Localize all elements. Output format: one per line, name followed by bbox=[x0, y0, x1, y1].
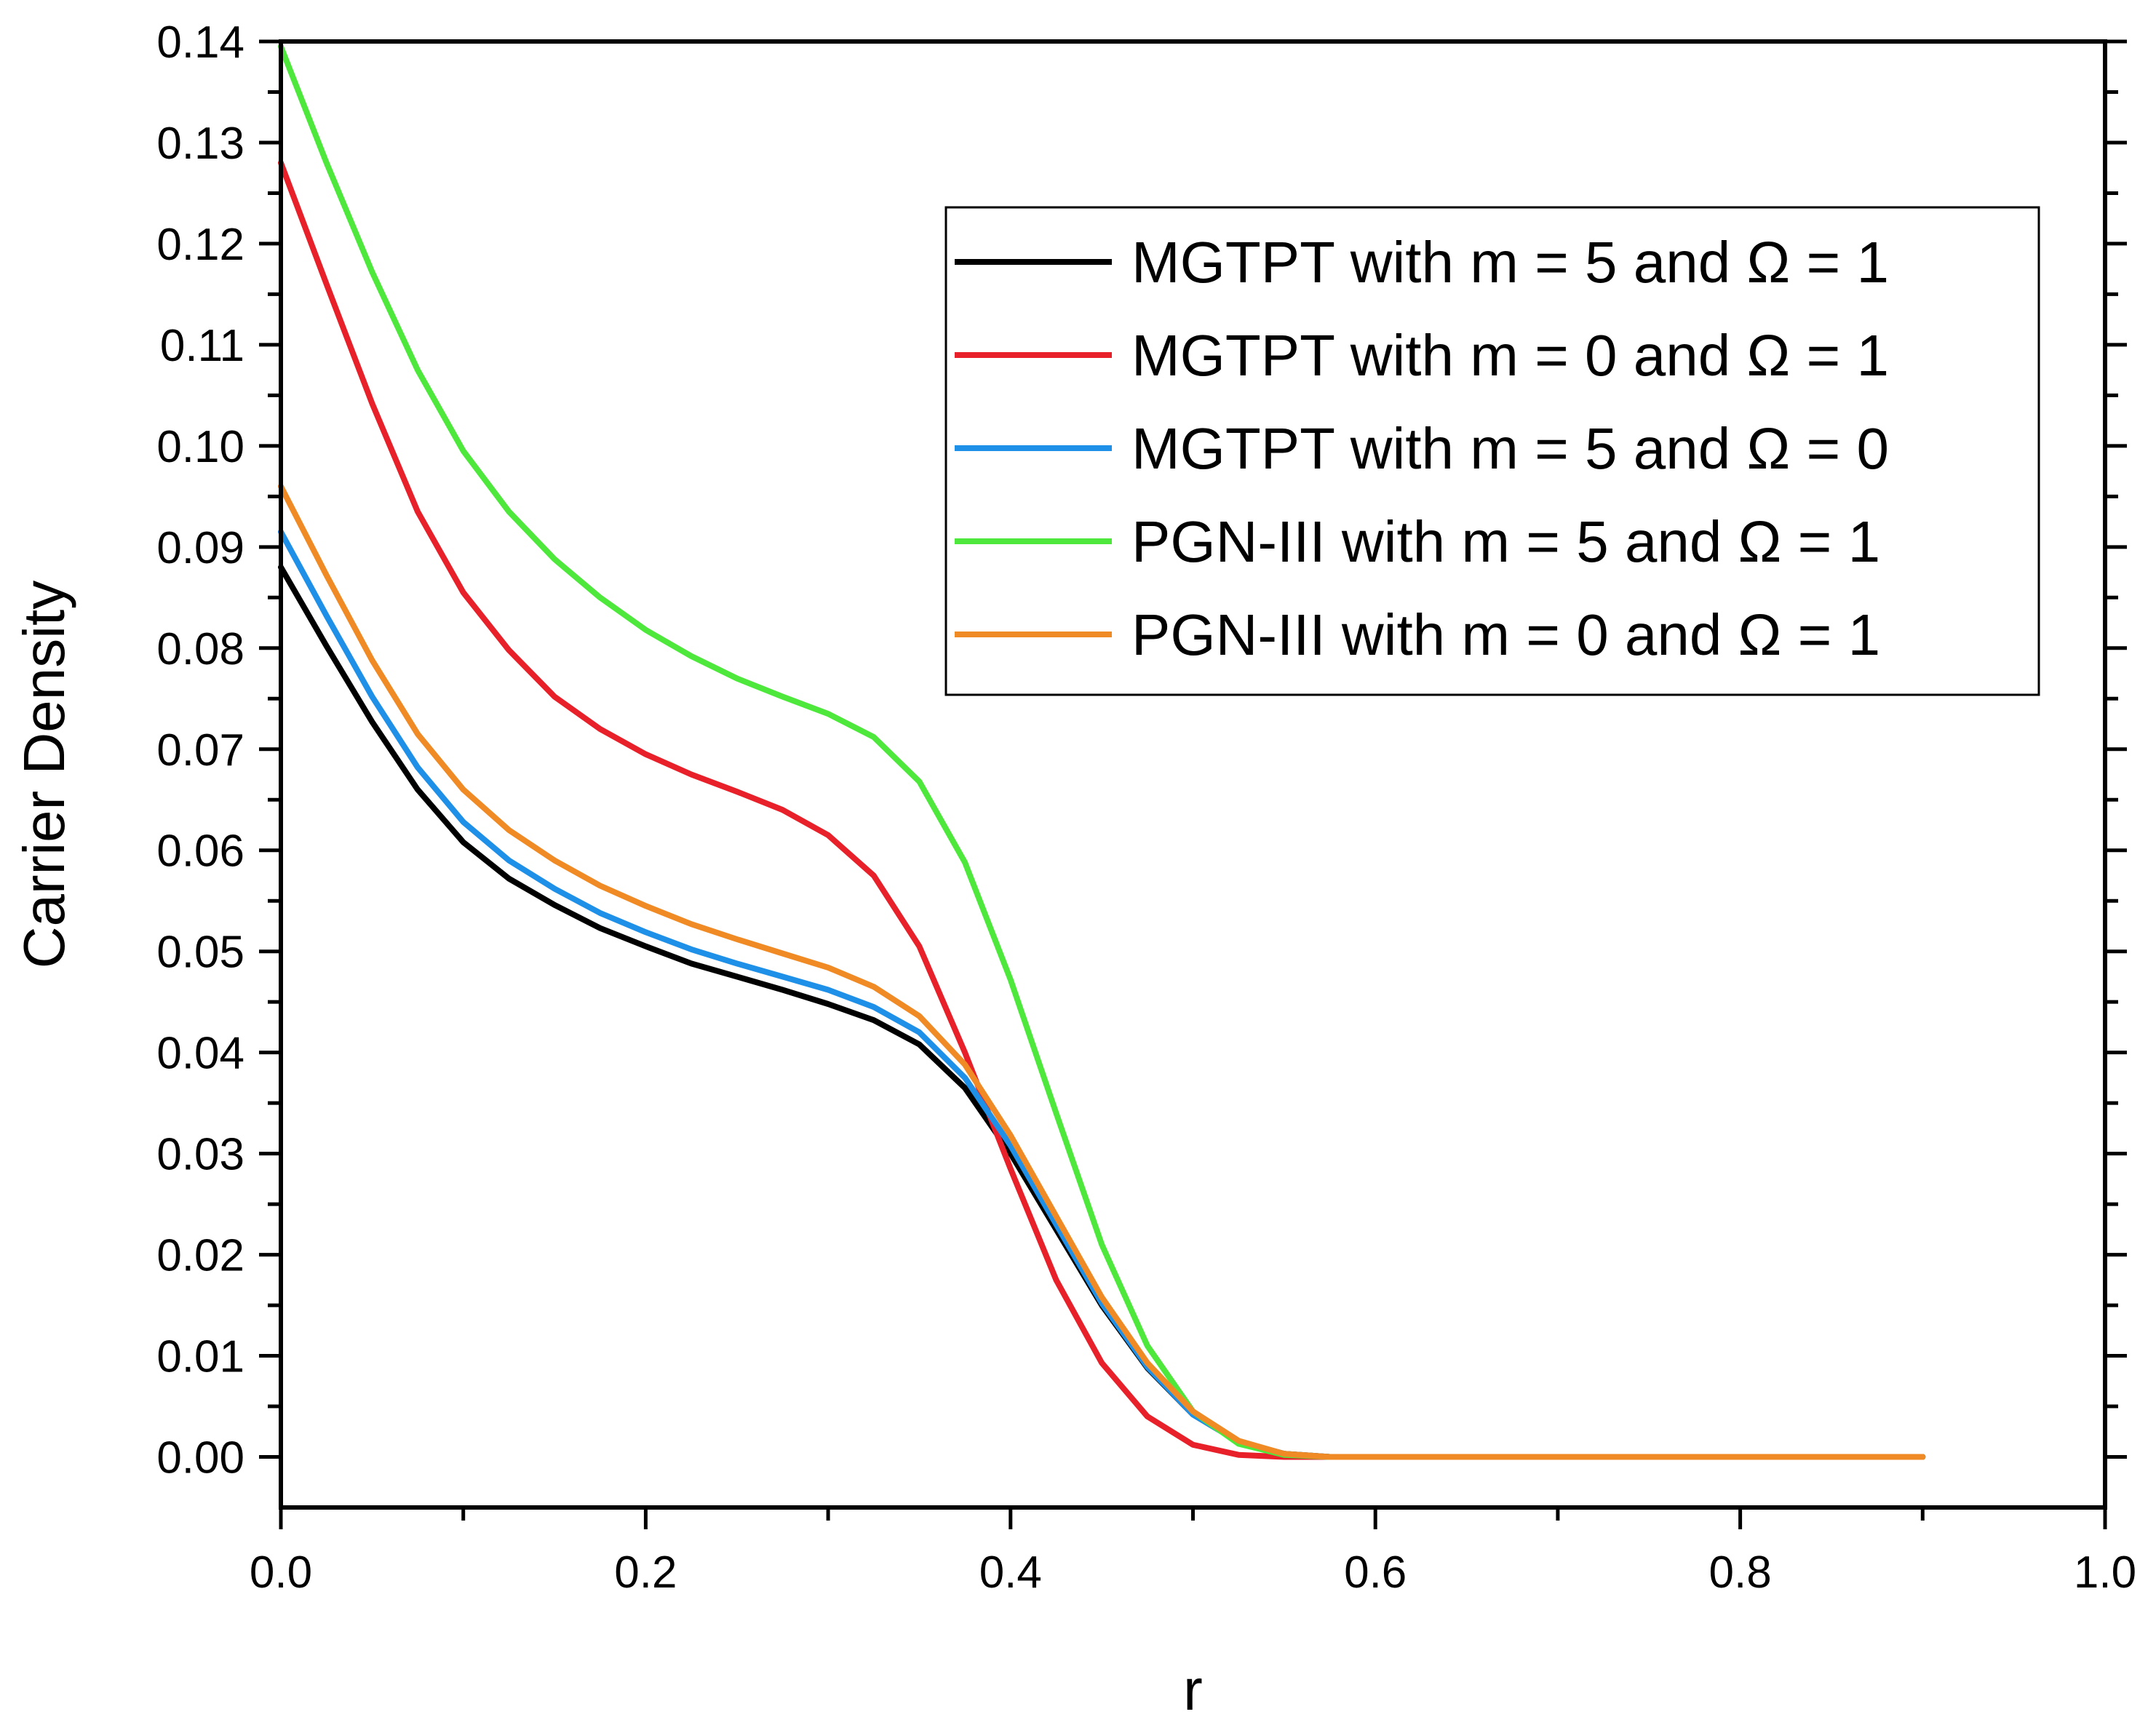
x-axis-ticks bbox=[279, 1507, 2107, 1529]
y-tick-label: 0.00 bbox=[156, 1433, 244, 1483]
y-tick-label: 0.05 bbox=[156, 928, 244, 978]
legend-label-4: PGN-III with m = 5 and Ω = 1 bbox=[1131, 509, 1880, 574]
x-tick-label: 1.0 bbox=[2074, 1547, 2136, 1598]
y-tick-label: 0.03 bbox=[156, 1130, 244, 1180]
plot-curves bbox=[278, 43, 1926, 1460]
legend-label-5: PGN-III with m = 0 and Ω = 1 bbox=[1131, 602, 1880, 667]
series-line-1 bbox=[278, 564, 1926, 1460]
legend-label-2: MGTPT with m = 0 and Ω = 1 bbox=[1131, 323, 1889, 388]
y-tick-label: 0.04 bbox=[156, 1029, 244, 1079]
y-tick-label: 0.01 bbox=[156, 1332, 244, 1382]
x-axis-tick-labels: 0.0 0.2 0.4 0.6 0.8 1.0 bbox=[250, 1547, 2136, 1598]
x-axis-title: r bbox=[1183, 1657, 1203, 1722]
x-tick-label: 0.8 bbox=[1709, 1547, 1771, 1598]
x-tick-label: 0.2 bbox=[614, 1547, 677, 1598]
x-tick-label: 0.6 bbox=[1344, 1547, 1407, 1598]
y-tick-label: 0.08 bbox=[156, 624, 244, 674]
y-tick-label: 0.07 bbox=[156, 725, 244, 776]
legend-box bbox=[944, 206, 2040, 696]
y-axis-tick-labels: 0.00 0.01 0.02 0.03 0.04 0.05 0.06 0.07 0.08 0.09… bbox=[156, 17, 244, 1483]
y-tick-label: 0.11 bbox=[160, 321, 244, 371]
legend: MGTPT with m = 5 and Ω = 1 MGTPT with m =… bbox=[944, 206, 2040, 696]
legend-label-3: MGTPT with m = 5 and Ω = 0 bbox=[1131, 416, 1889, 481]
legend-label-1: MGTPT with m = 5 and Ω = 1 bbox=[1131, 230, 1889, 295]
series-line-5 bbox=[278, 483, 1926, 1460]
y-tick-label: 0.13 bbox=[156, 119, 244, 169]
y-tick-label: 0.02 bbox=[156, 1231, 244, 1281]
x-tick-label: 0.4 bbox=[979, 1547, 1042, 1598]
y-tick-label: 0.06 bbox=[156, 826, 244, 877]
x-tick-label: 0.0 bbox=[250, 1547, 312, 1598]
y-axis-title: Carrier Density bbox=[12, 581, 76, 968]
y-axis-ticks bbox=[259, 39, 2127, 1459]
y-tick-label: 0.09 bbox=[156, 523, 244, 573]
y-tick-label: 0.14 bbox=[156, 17, 244, 68]
y-tick-label: 0.12 bbox=[156, 220, 244, 270]
y-tick-label: 0.10 bbox=[156, 422, 244, 472]
